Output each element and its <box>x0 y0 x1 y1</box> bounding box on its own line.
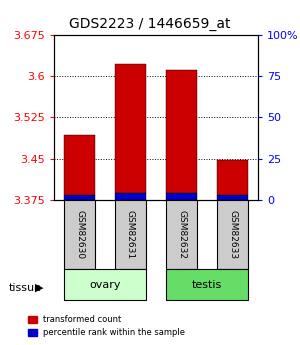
FancyBboxPatch shape <box>166 269 248 300</box>
FancyBboxPatch shape <box>64 200 95 269</box>
Bar <box>115 194 146 200</box>
FancyBboxPatch shape <box>115 200 146 269</box>
Text: GSM82633: GSM82633 <box>228 210 237 259</box>
Text: tissue: tissue <box>9 283 42 293</box>
FancyBboxPatch shape <box>217 200 248 269</box>
Text: testis: testis <box>192 280 222 289</box>
FancyBboxPatch shape <box>64 269 146 300</box>
FancyBboxPatch shape <box>166 200 197 269</box>
Legend: transformed count, percentile rank within the sample: transformed count, percentile rank withi… <box>28 315 185 337</box>
Text: ▶: ▶ <box>34 283 43 293</box>
Text: GSM82632: GSM82632 <box>177 210 186 259</box>
Text: ovary: ovary <box>89 280 121 289</box>
Text: GDS2223 / 1446659_at: GDS2223 / 1446659_at <box>69 17 231 31</box>
Bar <box>166 70 197 194</box>
Bar <box>166 194 197 200</box>
Text: GSM82631: GSM82631 <box>126 210 135 259</box>
Bar <box>115 64 146 194</box>
Text: GSM82630: GSM82630 <box>75 210 84 259</box>
Bar <box>217 160 248 195</box>
Bar <box>64 135 95 195</box>
Bar <box>217 195 248 200</box>
Bar <box>64 195 95 200</box>
